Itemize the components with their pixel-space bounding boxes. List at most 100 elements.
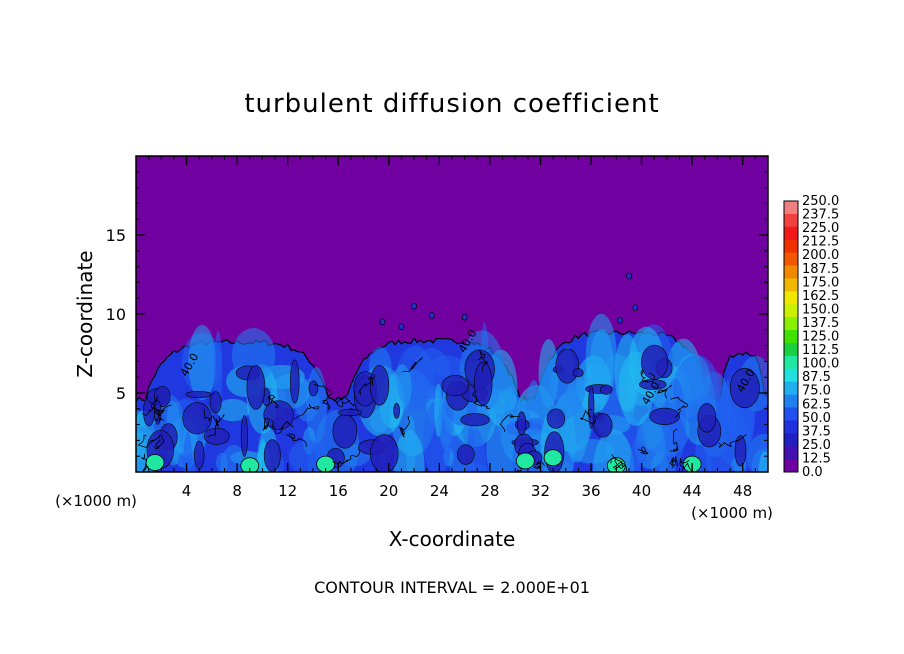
detached-puff — [398, 323, 405, 330]
low-value-core — [185, 390, 212, 399]
colorbar-swatch — [784, 291, 798, 305]
x-tick-label: 44 — [683, 482, 702, 500]
contour-line — [398, 416, 411, 438]
x-tick-label: 12 — [278, 482, 297, 500]
colorbar-swatch — [784, 459, 798, 473]
low-value-core — [697, 403, 717, 433]
low-value-core — [474, 361, 493, 406]
plume-streak — [405, 415, 416, 472]
colorbar-swatch — [784, 330, 798, 344]
contour-line — [154, 434, 165, 450]
contour-line — [669, 428, 679, 452]
contour-line — [718, 434, 747, 448]
x-tick-label: 16 — [329, 482, 348, 500]
colorbar-swatch — [784, 317, 798, 331]
colorbar-label: 75.0 — [802, 384, 831, 399]
detached-puff — [379, 318, 386, 326]
colorbar-label: 150.0 — [802, 302, 839, 317]
low-value-core — [263, 439, 281, 472]
low-value-core — [734, 435, 747, 467]
low-value-core — [246, 365, 266, 410]
plume-streak — [392, 364, 412, 411]
plume-streak — [188, 324, 217, 400]
detached-puff — [632, 304, 639, 312]
x-unit-left: (×1000 m) — [55, 492, 137, 510]
x-tick-label: 28 — [480, 482, 499, 500]
contour-line — [472, 390, 490, 409]
colorbar-frame — [783, 200, 799, 473]
colorbar-label: 12.5 — [802, 451, 831, 466]
colorbar-label: 37.5 — [802, 424, 831, 439]
low-value-core — [441, 375, 470, 397]
colorbar-label: 100.0 — [802, 357, 839, 372]
detached-puff — [428, 312, 435, 319]
contour-line — [141, 404, 172, 416]
contour-line — [533, 461, 545, 469]
turbulence-field: 40.040.040.0 40.0 — [136, 272, 768, 472]
low-value-core — [370, 434, 399, 472]
colorbar-label: 25.0 — [802, 438, 831, 453]
x-tick-label: 8 — [232, 482, 242, 500]
low-value-core — [332, 414, 358, 449]
y-axis-ticks: 5 10 15 — [106, 226, 768, 403]
low-value-core — [640, 344, 669, 380]
contour-line — [154, 409, 164, 422]
colorbar-swatch — [784, 201, 798, 215]
low-value-core — [460, 413, 490, 427]
contour-line — [402, 357, 423, 372]
contour-line — [294, 403, 319, 420]
contour-line — [669, 456, 678, 469]
colorbar-swatch — [784, 342, 798, 357]
colorbar-swatch — [784, 252, 798, 267]
contour-line — [640, 370, 655, 383]
contour-line — [267, 394, 280, 409]
colorbar-label: 225.0 — [802, 221, 839, 236]
plume-streak — [183, 432, 193, 472]
contour-line — [335, 396, 355, 408]
x-tick-label: 40 — [632, 482, 651, 500]
low-value-core — [729, 367, 760, 409]
contour-line — [657, 384, 672, 399]
low-value-core — [593, 413, 613, 438]
contour-line — [313, 383, 333, 411]
contour-line — [286, 433, 307, 448]
x-tick-label: 24 — [430, 482, 449, 500]
low-value-core — [369, 364, 390, 406]
low-value-core — [393, 402, 400, 419]
x-axis-label: X-coordinate — [389, 527, 516, 551]
surface-maximum — [316, 455, 335, 472]
low-value-core — [308, 380, 319, 397]
colorbar-label: 87.5 — [802, 370, 831, 385]
colorbar-swatch — [784, 420, 798, 434]
colorbar-label: 112.5 — [802, 343, 839, 358]
colorbar-swatch — [784, 304, 798, 318]
x-unit-right: (×1000 m) — [691, 504, 773, 522]
low-value-core — [600, 384, 613, 395]
colorbar-swatch — [784, 433, 798, 447]
x-tick-label: 48 — [733, 482, 752, 500]
colorbar-label: 62.5 — [802, 397, 831, 412]
colorbar: 250.0237.5225.0212.5200.0187.5175.0162.5… — [783, 194, 839, 480]
contour-line — [270, 419, 294, 434]
plume-streak — [758, 451, 768, 472]
contour-line — [358, 374, 375, 396]
low-value-core — [555, 348, 580, 384]
detached-puff — [411, 302, 417, 310]
plume-streak — [216, 398, 250, 422]
low-value-core — [203, 427, 230, 445]
contour-line — [477, 349, 489, 372]
colorbar-label: 50.0 — [802, 411, 831, 426]
low-value-core — [456, 444, 475, 465]
colorbar-swatch — [784, 239, 798, 254]
x-tick-label: 36 — [581, 482, 600, 500]
y-tick-label: 10 — [106, 305, 126, 324]
low-value-core — [337, 409, 363, 417]
low-value-core — [194, 440, 205, 470]
contour-line — [610, 454, 623, 469]
colorbar-label: 125.0 — [802, 330, 839, 345]
y-tick-label: 5 — [116, 384, 126, 403]
detached-puff — [626, 272, 632, 280]
plume-streak — [589, 328, 614, 400]
colorbar-label: 0.0 — [802, 465, 823, 480]
chart-title: turbulent diffusion coefficient — [244, 89, 659, 119]
